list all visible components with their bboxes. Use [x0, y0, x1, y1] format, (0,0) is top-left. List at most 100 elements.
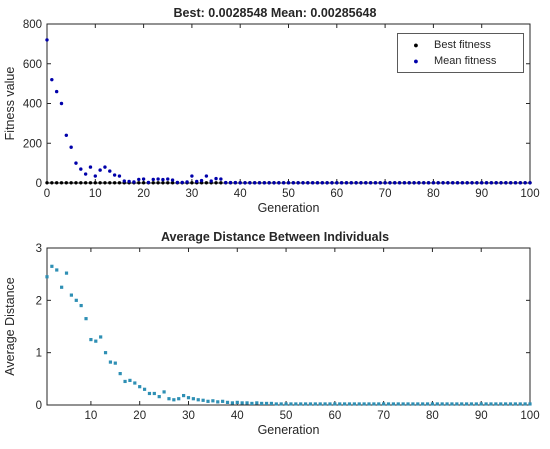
- data-point: [422, 181, 426, 185]
- data-point: [359, 181, 363, 185]
- data-point: [406, 402, 410, 406]
- plot-area-1: [46, 247, 531, 406]
- data-point: [301, 181, 305, 185]
- data-point: [103, 181, 107, 185]
- data-point: [60, 285, 64, 289]
- data-point: [94, 339, 98, 343]
- data-point: [151, 177, 155, 182]
- data-point: [494, 402, 498, 406]
- data-point: [296, 181, 300, 185]
- x-tick-label: 10: [85, 410, 98, 422]
- data-point: [170, 181, 175, 185]
- data-point: [141, 177, 146, 181]
- data-point: [245, 401, 249, 405]
- y-tick-label: 0: [36, 400, 42, 412]
- data-point: [161, 181, 165, 185]
- legend-label-best: Best fitness: [434, 39, 491, 51]
- data-point: [204, 174, 209, 178]
- data-point: [147, 391, 152, 396]
- x-tick-label: 0: [44, 188, 50, 200]
- data-point: [214, 176, 218, 181]
- x-tick-label: 20: [133, 410, 146, 422]
- data-point: [469, 402, 474, 406]
- data-point: [303, 402, 308, 406]
- data-point: [508, 402, 513, 406]
- data-point: [45, 38, 49, 42]
- data-point: [138, 385, 142, 389]
- data-point: [412, 181, 416, 185]
- data-point: [343, 402, 347, 406]
- data-point: [470, 181, 474, 185]
- data-point: [416, 402, 420, 406]
- data-point: [277, 181, 281, 185]
- data-point: [430, 402, 435, 406]
- data-point: [128, 378, 132, 383]
- data-point: [382, 402, 386, 406]
- data-point: [299, 402, 303, 406]
- distance-chart: 10 20 30 40 50 60 70 80 90 100 0 1 2 3 Generation Avera…: [3, 243, 540, 437]
- data-point: [185, 180, 189, 184]
- data-point: [393, 181, 397, 185]
- data-point: [264, 401, 269, 406]
- data-point: [167, 397, 171, 401]
- data-point: [267, 181, 271, 185]
- x-tick-label: 40: [231, 410, 244, 422]
- data-point: [291, 181, 296, 185]
- data-point: [235, 400, 239, 404]
- data-point: [221, 399, 225, 403]
- data-point: [146, 180, 151, 185]
- data-point: [513, 181, 518, 185]
- data-point: [156, 181, 160, 185]
- data-point: [180, 180, 184, 185]
- data-point: [243, 181, 247, 185]
- data-point: [122, 179, 126, 183]
- data-point: [494, 181, 498, 185]
- data-point: [196, 398, 200, 402]
- top-chart-title: Best: 0.0028548 Mean: 0.00285648: [173, 6, 377, 20]
- data-point: [172, 398, 176, 402]
- y-tick-label: 0: [36, 178, 42, 190]
- x-tick-label: 70: [379, 188, 392, 200]
- data-point: [64, 181, 69, 185]
- data-point: [383, 181, 387, 185]
- data-point: [333, 402, 337, 406]
- data-point: [431, 181, 436, 185]
- data-point: [313, 402, 317, 406]
- x-tick-label: 30: [182, 410, 195, 422]
- data-point: [93, 174, 98, 178]
- data-point: [195, 179, 199, 184]
- data-point: [426, 181, 431, 185]
- data-point: [528, 402, 532, 406]
- data-point: [175, 180, 180, 185]
- data-point: [402, 181, 407, 185]
- x-axis-label: Generation: [258, 423, 320, 437]
- data-point: [127, 179, 131, 184]
- data-point: [228, 180, 233, 185]
- data-point: [475, 181, 479, 185]
- y-tick-label: 3: [36, 243, 42, 255]
- data-point: [64, 133, 69, 137]
- data-point: [191, 397, 195, 401]
- data-point: [460, 402, 464, 406]
- data-point: [99, 335, 103, 339]
- x-tick-label: 100: [520, 188, 539, 200]
- y-axis-label: Fitness value: [3, 67, 17, 141]
- x-axis-label: Generation: [258, 201, 320, 215]
- data-point: [98, 168, 102, 172]
- legend-marker-mean: ●: [413, 56, 419, 66]
- data-point: [378, 181, 382, 185]
- data-point: [440, 402, 444, 406]
- data-point: [364, 181, 368, 185]
- y-tick-label: 800: [23, 19, 42, 31]
- data-point: [354, 181, 358, 185]
- data-point: [89, 337, 93, 342]
- x-tick-label: 10: [89, 188, 102, 200]
- data-point: [248, 181, 252, 185]
- data-point: [328, 402, 332, 406]
- data-point: [103, 351, 108, 355]
- data-point: [255, 401, 259, 405]
- data-point: [308, 402, 313, 406]
- data-point: [352, 402, 356, 406]
- legend-item-mean: ● Mean fitness: [398, 53, 496, 69]
- data-point: [112, 181, 117, 185]
